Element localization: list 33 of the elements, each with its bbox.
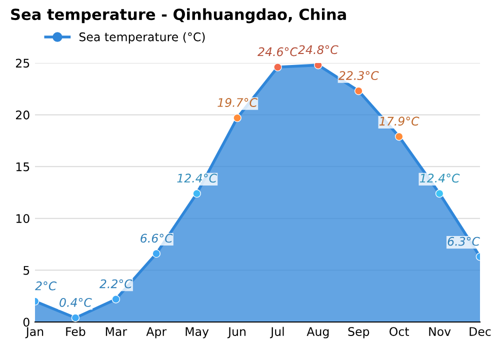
data-label: 24.8°C [298,45,338,54]
x-tick-label: Jul [270,326,284,338]
x-tick-label: Jun [227,327,246,338]
x-tick-label: Mar [106,327,128,336]
x-tick-label: Sep [348,327,370,338]
y-tick-label: 0 [23,318,30,327]
data-label: 22.3°C [338,71,379,80]
x-tick-label: Aug [306,327,329,338]
y-tick-label: 20 [16,110,30,120]
data-label: 0.4°C [60,298,92,307]
chart-title: Sea temperature - Qinhuangdao, China [11,8,346,24]
data-label: 19.7°C [218,98,258,107]
x-tick-label: Feb [66,326,86,336]
data-label: 24.6°C [258,47,298,56]
legend-label: Sea temperature (°C) [79,32,205,44]
data-label: 6.3°C [448,236,480,246]
y-tick-label: 25 [16,58,30,68]
x-tick-label: Jan [25,327,44,338]
x-tick-label: Nov [429,327,451,336]
data-label: 2.2°C [99,279,132,288]
y-tick-label: 15 [16,162,30,172]
point [314,63,322,70]
data-label: 17.9°C [379,116,420,126]
x-tick-label: Oct [390,327,410,336]
x-tick-label: May [186,327,209,338]
x-tick-label: Apr [146,327,167,338]
data-label: 6.6°C [140,234,173,243]
data-label: 12.4°C [177,174,217,183]
y-tick-label: 5 [24,266,30,275]
data-label: 2°C [35,281,57,290]
y-tick-label: 10 [16,214,30,224]
x-tick-label: Dec [470,327,491,336]
data-label: 12.4°C [420,174,460,183]
